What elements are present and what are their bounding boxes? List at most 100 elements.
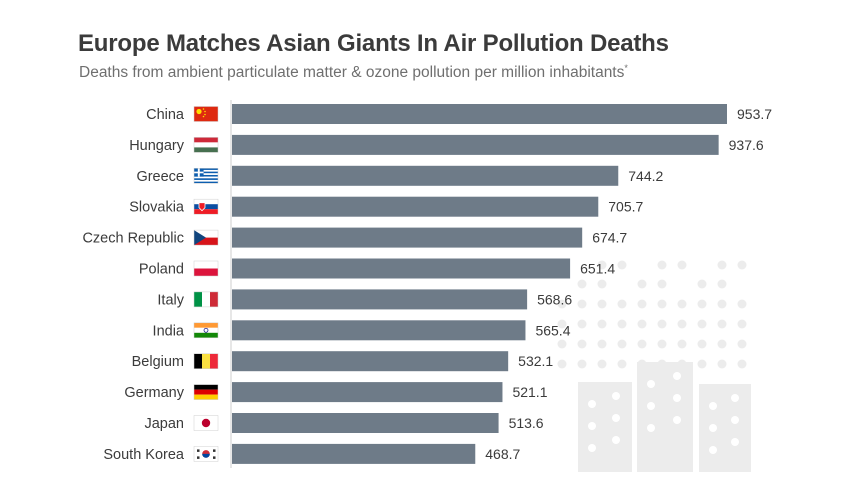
decor-dot: [597, 299, 607, 309]
decor-dot: [697, 299, 707, 309]
decor-window: [673, 372, 681, 380]
poland-flag-icon: [193, 260, 219, 277]
decor-dot: [637, 319, 647, 329]
chart-subtitle: Deaths from ambient particulate matter &…: [79, 63, 628, 82]
category-label: South Korea: [103, 447, 185, 463]
decor-dot: [597, 319, 607, 329]
category-label: Hungary: [129, 138, 185, 154]
decor-dot: [697, 339, 707, 349]
decor-dot: [737, 319, 747, 329]
decor-window: [709, 446, 717, 454]
subtitle-text: Deaths from ambient particulate matter &…: [79, 64, 625, 82]
decor-dot: [577, 279, 587, 289]
decor-dot: [737, 260, 747, 270]
decor-building: [637, 362, 693, 472]
decor-dot: [577, 319, 587, 329]
value-label: 744.2: [628, 168, 663, 184]
decor-dot: [717, 260, 727, 270]
decor-dot: [677, 339, 687, 349]
decor-window: [647, 380, 655, 388]
decor-dot: [697, 319, 707, 329]
decor-dot: [617, 359, 627, 369]
decor-building: [699, 384, 751, 472]
decor-dot: [657, 299, 667, 309]
decor-dot: [617, 299, 627, 309]
decor-dot: [557, 359, 567, 369]
decor-dot: [737, 359, 747, 369]
bar: [232, 320, 526, 341]
decor-dot: [597, 260, 607, 270]
value-label: 532.1: [518, 353, 553, 369]
category-label: Belgium: [132, 354, 184, 370]
decor-window: [731, 394, 739, 402]
bar: [232, 104, 727, 124]
bar: [232, 382, 503, 403]
decor-dot: [557, 339, 567, 349]
slovakia-flag-icon: [193, 198, 219, 215]
belgium-flag-icon: [193, 353, 219, 369]
decor-window: [612, 414, 620, 422]
value-label: 521.1: [512, 384, 547, 400]
decor-dot: [737, 339, 747, 349]
value-label: 953.7: [737, 106, 772, 122]
value-label: 705.7: [608, 199, 643, 215]
value-label: 565.4: [535, 322, 570, 338]
buildings-decoration: [578, 362, 751, 472]
decor-dot: [577, 359, 587, 369]
bar: [232, 134, 719, 155]
decor-dot: [557, 299, 567, 309]
india-flag-icon: [193, 322, 219, 339]
decor-dot: [617, 260, 627, 270]
decor-dot: [637, 279, 647, 289]
hungary-flag-icon: [193, 137, 219, 153]
germany-flag-icon: [193, 384, 219, 400]
decor-dot: [597, 359, 607, 369]
category-label: Italy: [157, 292, 184, 308]
decor-dot: [717, 359, 727, 369]
category-label: India: [153, 323, 185, 339]
bar: [232, 196, 599, 217]
decor-window: [731, 416, 739, 424]
decor-window: [709, 424, 717, 432]
category-label: Slovakia: [129, 200, 185, 216]
decor-dot: [677, 260, 687, 270]
bar: [232, 165, 619, 186]
category-label: China: [146, 107, 185, 123]
italy-flag-icon: [193, 291, 219, 308]
decor-dot: [637, 299, 647, 309]
bar: [232, 351, 509, 372]
value-label: 651.4: [580, 261, 615, 277]
decor-dot: [577, 339, 587, 349]
decor-building: [578, 382, 632, 472]
decor-dot: [637, 339, 647, 349]
decor-dot: [717, 279, 727, 289]
china-flag-icon: [193, 106, 219, 122]
decor-dot: [717, 319, 727, 329]
dotted-smoke-decoration: [557, 260, 747, 369]
bar: [232, 413, 499, 433]
decor-dot: [617, 319, 627, 329]
bar: [232, 289, 528, 310]
decor-window: [673, 416, 681, 424]
decor-dot: [677, 299, 687, 309]
category-label: Czech Republic: [82, 231, 184, 247]
decor-window: [588, 422, 596, 430]
decor-dot: [597, 279, 607, 289]
japan-flag-icon: [193, 415, 219, 431]
value-label: 468.7: [485, 446, 520, 462]
decor-dot: [717, 299, 727, 309]
category-label: Poland: [139, 262, 184, 278]
value-label: 937.6: [729, 137, 764, 153]
decor-window: [709, 402, 717, 410]
category-label: Greece: [136, 169, 184, 185]
bar: [232, 227, 583, 248]
decor-window: [647, 402, 655, 410]
decor-dot: [657, 279, 667, 289]
category-label: Germany: [124, 385, 184, 401]
bar: [232, 258, 571, 279]
decor-dot: [657, 319, 667, 329]
decor-dot: [597, 339, 607, 349]
decor-window: [612, 436, 620, 444]
